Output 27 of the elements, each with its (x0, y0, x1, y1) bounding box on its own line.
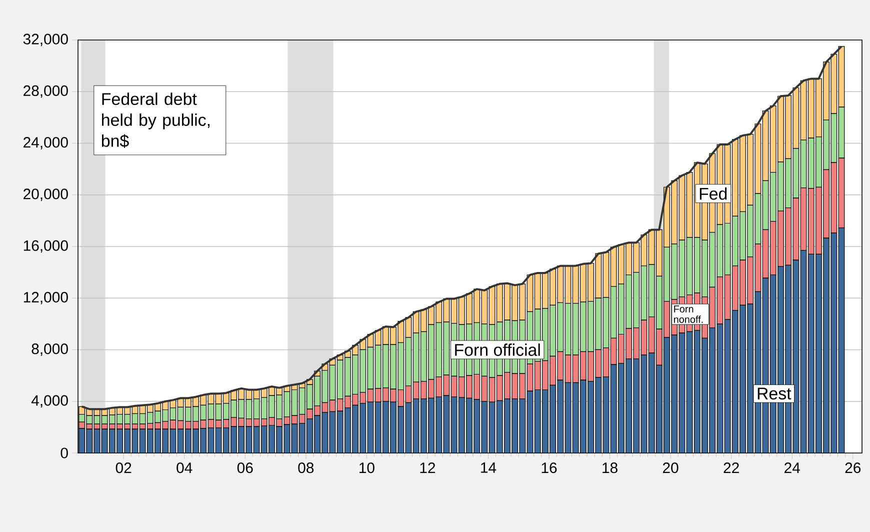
x-tick-label: 26 (845, 462, 861, 474)
series-label: Fed (700, 187, 727, 200)
x-tick-label: 16 (542, 462, 557, 474)
y-tick-label: 28,000 (24, 85, 68, 98)
y-tick-label: 0 (60, 448, 68, 458)
y-tick-label: 24,000 (24, 137, 68, 150)
x-tick-label: 24 (784, 462, 800, 473)
x-tick-label: 02 (116, 462, 132, 474)
series-label: Forn official (455, 344, 540, 356)
y-tick-label: 8,000 (32, 344, 68, 356)
series-label: Forn nonoff. (674, 306, 703, 323)
series-label: Rest (758, 388, 792, 400)
y-tick-label: 20,000 (24, 188, 68, 202)
x-tick-label: 22 (724, 462, 739, 473)
x-tick-label: 12 (420, 462, 436, 473)
x-tick-label: 14 (481, 462, 496, 473)
x-tick-label: 10 (360, 462, 374, 474)
x-tick-label: 20 (663, 462, 678, 474)
x-tick-label: 08 (298, 462, 314, 474)
x-tick-label: 04 (176, 462, 192, 474)
y-tick-label: 32,000 (23, 34, 68, 46)
y-tick-label: 12,000 (24, 292, 68, 304)
text: Federal debt held by public, bn$ (102, 92, 210, 148)
y-tick-label: 4,000 (31, 395, 68, 408)
x-tick-label: 06 (237, 462, 253, 474)
x-tick-label: 18 (602, 462, 618, 474)
y-tick-label: 16,000 (24, 240, 68, 253)
